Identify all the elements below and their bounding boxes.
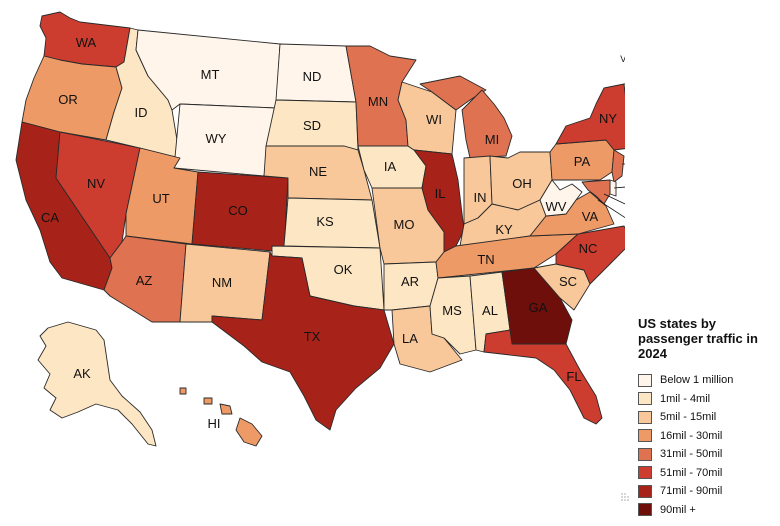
state-label-or: OR: [58, 92, 78, 107]
state-label-ky: KY: [495, 222, 513, 237]
legend-swatch: [638, 466, 652, 479]
legend-swatch: [638, 410, 652, 424]
leader-md: [603, 193, 625, 205]
state-label-ms: MS: [442, 303, 462, 318]
state-label-ca: CA: [41, 210, 59, 225]
state-label-ks: KS: [316, 214, 334, 229]
state-label-nd: ND: [303, 69, 322, 84]
legend-item-label: 16mil - 30mil: [660, 429, 723, 442]
state-label-mi: MI: [485, 132, 499, 147]
state-label-wi: WI: [426, 112, 442, 127]
state-label-id: ID: [135, 105, 148, 120]
state-label-oh: OH: [512, 176, 532, 191]
state-label-ak: AK: [73, 366, 91, 381]
state-label-nv: NV: [87, 176, 105, 191]
state-label-ia: IA: [384, 159, 397, 174]
state-tx: [211, 251, 395, 431]
state-label-tx: TX: [304, 329, 321, 344]
state-fl: [483, 329, 603, 425]
state-label-in: IN: [474, 190, 487, 205]
state-label-ga: GA: [529, 300, 548, 315]
state-label-va: VA: [582, 209, 599, 224]
state-label-wv: WV: [546, 199, 567, 214]
state-label-fl: FL: [566, 369, 581, 384]
state-label-la: LA: [402, 331, 418, 346]
state-mi-lower: [461, 89, 513, 159]
legend-item-label: 31mil - 50mil: [660, 448, 723, 460]
state-label-nm: NM: [212, 275, 232, 290]
legend-item: Below 1 million: [638, 371, 778, 389]
state-hi-kauai: [179, 387, 187, 395]
state-ny: [555, 83, 625, 151]
us-choropleth-map: WA OR CA NV ID MT WY UT AZ CO NM ND SD N…: [15, 11, 625, 447]
legend-item: 16mil - 30mil: [638, 427, 778, 445]
state-label-mn: MN: [368, 94, 388, 109]
legend-item-label: 90mil +: [660, 503, 696, 516]
state-label-wa: WA: [76, 35, 97, 50]
legend-swatch: [638, 447, 652, 461]
legend-item: 90mil +: [638, 501, 778, 519]
state-label-ne: NE: [309, 164, 327, 179]
state-mi: [419, 75, 487, 111]
leader-dc: [597, 199, 625, 219]
credit-dots-icon: [621, 493, 629, 501]
state-vt: [623, 83, 625, 97]
legend-item: 51mil - 70mil: [638, 464, 778, 482]
leader-de: [613, 186, 625, 189]
state-label-sd: SD: [303, 118, 321, 133]
state-label-il: IL: [435, 186, 446, 201]
legend-swatch: [638, 392, 652, 405]
state-hi-maui: [219, 403, 233, 415]
state-label-hi: HI: [208, 416, 221, 431]
state-nc: [555, 225, 625, 285]
legend-swatch: [638, 373, 652, 387]
legend-item: 5mil - 15mil: [638, 408, 778, 426]
legend-item-label: 51mil - 70mil: [660, 466, 723, 479]
state-label-al: AL: [482, 303, 498, 318]
state-label-pa: PA: [574, 154, 591, 169]
state-label-vt: VT: [620, 54, 625, 64]
legend-item-label: 1mil - 4mil: [660, 392, 711, 405]
state-hi-big: [235, 417, 263, 447]
state-ak: [37, 321, 157, 447]
state-label-ny: NY: [599, 111, 617, 126]
state-label-wy: WY: [206, 131, 227, 146]
state-label-ok: OK: [334, 262, 353, 277]
state-label-mo: MO: [394, 217, 415, 232]
legend-item-label: 5mil - 15mil: [660, 411, 717, 423]
state-nj: [611, 149, 625, 183]
legend-items: Below 1 million 1mil - 4mil 5mil - 15mil 16…: [638, 371, 778, 519]
state-label-ut: UT: [152, 191, 169, 206]
legend: US states by passenger traffic in 2024 B…: [638, 316, 778, 519]
legend-item: 1mil - 4mil: [638, 390, 778, 408]
legend-swatch: [638, 429, 652, 442]
legend-swatch: [638, 503, 652, 516]
state-label-az: AZ: [136, 273, 153, 288]
state-label-co: CO: [228, 203, 248, 218]
state-hi-oahu: [203, 397, 213, 405]
legend-item: 71mil - 90mil: [638, 482, 778, 500]
legend-item-label: Below 1 million: [660, 374, 734, 386]
state-wv: [539, 179, 583, 217]
state-label-ar: AR: [401, 274, 419, 289]
state-label-mt: MT: [201, 67, 220, 82]
legend-item-label: 71mil - 90mil: [660, 485, 723, 497]
legend-item: 31mil - 50mil: [638, 445, 778, 463]
state-label-sc: SC: [559, 274, 577, 289]
state-label-nc: NC: [579, 241, 598, 256]
legend-swatch: [638, 484, 652, 498]
state-label-tn: TN: [477, 252, 494, 267]
legend-title: US states by passenger traffic in 2024: [638, 316, 758, 361]
